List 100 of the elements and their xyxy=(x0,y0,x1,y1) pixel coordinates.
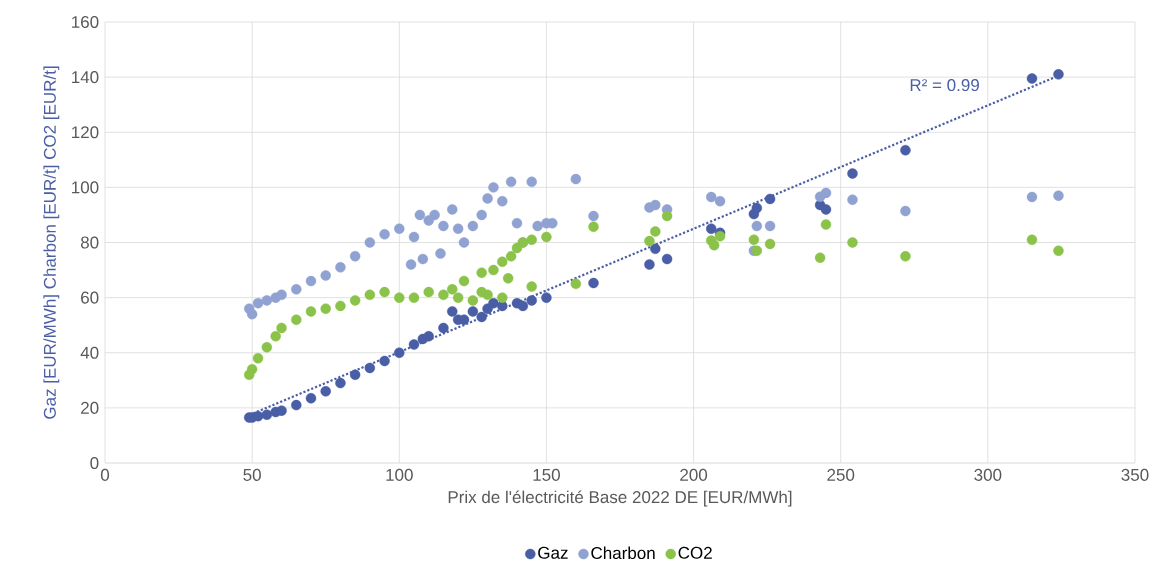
point xyxy=(526,295,537,306)
point xyxy=(261,295,273,306)
point xyxy=(588,210,599,222)
point xyxy=(335,377,346,389)
point xyxy=(526,176,537,188)
point xyxy=(497,256,508,267)
y-tick-label: 140 xyxy=(72,71,99,84)
point xyxy=(447,306,458,317)
point xyxy=(497,292,508,303)
point xyxy=(505,251,517,262)
point xyxy=(497,195,508,207)
x-axis-title: Prix de l'électricité Base 2022 DE [EUR/MWh] xyxy=(448,490,792,507)
point xyxy=(335,300,346,312)
legend-label: CO2 xyxy=(678,546,712,559)
point xyxy=(252,353,264,364)
point xyxy=(751,202,763,214)
point xyxy=(541,292,552,303)
legend-label: Charbon xyxy=(591,546,655,560)
y-tick-label: 80 xyxy=(80,236,99,249)
point xyxy=(349,369,361,380)
x-tick-label: 250 xyxy=(827,468,855,481)
point xyxy=(748,234,760,245)
point xyxy=(246,308,258,320)
point xyxy=(661,210,673,222)
point xyxy=(764,193,776,205)
point xyxy=(349,251,361,262)
y-tick-label: 0 xyxy=(90,456,99,470)
point xyxy=(452,292,464,303)
point xyxy=(1026,73,1038,84)
point xyxy=(305,306,317,317)
point xyxy=(408,339,420,350)
point xyxy=(517,300,529,312)
y-tick-label: 160 xyxy=(72,15,99,29)
point xyxy=(588,221,599,232)
point xyxy=(364,237,376,248)
point xyxy=(252,297,264,309)
y-tick-label: 40 xyxy=(80,346,99,359)
point xyxy=(349,295,361,306)
point xyxy=(320,270,331,281)
x-tick-label: 100 xyxy=(386,468,413,481)
point xyxy=(429,209,440,221)
point xyxy=(438,322,449,334)
point xyxy=(364,289,376,301)
point xyxy=(511,218,523,229)
point xyxy=(820,219,832,230)
point xyxy=(588,277,599,289)
point xyxy=(650,243,661,255)
point xyxy=(644,235,655,247)
point xyxy=(291,284,302,295)
point xyxy=(261,342,273,353)
point xyxy=(379,286,390,298)
point xyxy=(650,199,661,211)
point xyxy=(276,405,287,416)
point xyxy=(394,347,405,358)
point xyxy=(644,259,655,270)
point xyxy=(438,220,449,232)
point xyxy=(452,223,464,234)
point xyxy=(764,220,776,232)
point xyxy=(488,182,499,193)
point xyxy=(320,386,331,397)
point xyxy=(379,355,390,367)
point xyxy=(820,187,832,199)
point xyxy=(708,240,720,251)
point xyxy=(246,364,258,375)
point xyxy=(570,278,582,290)
point xyxy=(482,289,493,301)
point xyxy=(417,253,429,265)
x-tick-label: 300 xyxy=(974,468,1002,481)
x-tick-label: 350 xyxy=(1121,468,1149,481)
point xyxy=(505,176,517,188)
point xyxy=(526,281,537,292)
point xyxy=(447,204,458,215)
point xyxy=(476,311,487,323)
point xyxy=(650,226,661,237)
point xyxy=(482,193,493,204)
point xyxy=(541,231,552,243)
point xyxy=(1026,191,1038,203)
point xyxy=(751,220,763,232)
point xyxy=(467,306,479,317)
point xyxy=(423,286,434,298)
annotation: R² = 0.99 xyxy=(910,79,979,92)
y-tick-label: 120 xyxy=(72,126,99,139)
point xyxy=(714,195,726,207)
x-tick-label: 50 xyxy=(243,468,261,481)
point xyxy=(270,331,281,342)
point xyxy=(408,231,420,243)
point xyxy=(764,238,776,250)
point xyxy=(408,292,420,303)
point xyxy=(526,234,537,245)
legend-label: Gaz xyxy=(538,546,568,559)
y-tick-label: 20 xyxy=(81,401,99,414)
point xyxy=(847,168,858,179)
point xyxy=(476,267,487,279)
x-tick-label: 0 xyxy=(100,468,110,481)
point xyxy=(394,223,405,234)
point xyxy=(467,295,479,306)
x-tick-label: 200 xyxy=(680,468,708,481)
point xyxy=(414,209,426,221)
point xyxy=(488,264,499,276)
point xyxy=(900,251,911,262)
